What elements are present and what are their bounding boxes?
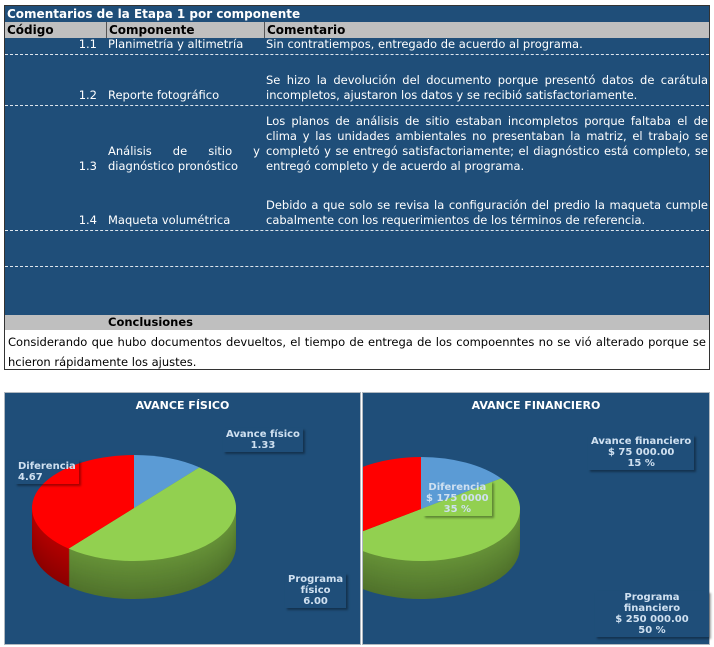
conclusions-text: Considerando que hubo documentos devuelt… xyxy=(5,330,709,369)
pie-slice-programa-financiero xyxy=(363,478,520,561)
pie-slice-programa-físico xyxy=(68,467,236,561)
label-diferencia: Diferencia $ 175 0000 35 % xyxy=(423,481,492,516)
table-row: 1.4 Maqueta volumétrica Debido a que sol… xyxy=(5,176,709,231)
chart-avance-financiero: AVANCE FINANCIERO Avance financiero $ 75 … xyxy=(362,392,710,645)
row-code: 1.4 xyxy=(78,213,97,227)
row-component: Maqueta volumétrica xyxy=(108,213,231,227)
label-programa-fisico: Programa físico 6.00 xyxy=(285,573,346,608)
label-programa-financiero: Programa financiero $ 250 000.00 50 % xyxy=(595,591,709,637)
row-comment: Se hizo la devolución del documento porq… xyxy=(266,73,708,102)
table-row: 1.1 Planimetría y altimetría Sin contrat… xyxy=(5,37,709,55)
chart-avance-fisico: AVANCE FÍSICO Avance físico 1.33 Diferenc… xyxy=(4,392,361,645)
conclusions-header: Conclusiones xyxy=(5,315,709,330)
row-comment: Debido a que solo se revisa la configura… xyxy=(266,198,708,227)
row-component: Reporte fotográfico xyxy=(108,88,220,102)
chart-title: AVANCE FÍSICO xyxy=(135,399,230,412)
row-component: Análisis de sitio y diagnóstico pronósti… xyxy=(108,144,260,173)
header-code: Código xyxy=(7,23,54,37)
empty-row xyxy=(5,231,709,267)
header-comment: Comentario xyxy=(264,22,707,38)
table-row: 1.3 Análisis de sitio y diagnóstico pron… xyxy=(5,106,709,176)
pie-chart xyxy=(363,457,520,599)
row-comment: Los planos de análisis de sitio estaban … xyxy=(266,114,708,173)
pie-slice-diferencia xyxy=(31,455,134,549)
row-component: Planimetría y altimetría xyxy=(108,37,244,51)
pie-chart xyxy=(31,455,236,599)
row-code: 1.1 xyxy=(78,37,97,51)
table-title: Comentarios de la Etapa 1 por componente xyxy=(7,7,301,21)
pie-slice-avance-físico xyxy=(134,455,200,508)
label-avance-financiero: Avance financiero $ 75 000.00 15 % xyxy=(588,435,694,470)
pie-slice-avance-financiero xyxy=(421,457,502,509)
chart-title: AVANCE FINANCIERO xyxy=(471,399,601,412)
header-component: Componente xyxy=(106,22,266,38)
components-comments-table: Comentarios de la Etapa 1 por componente… xyxy=(4,5,710,370)
table-row: 1.2 Reporte fotográfico Se hizo la devol… xyxy=(5,55,709,106)
table-header: Código Componente Comentario xyxy=(5,22,709,38)
row-code: 1.3 xyxy=(78,159,97,173)
pie-slice-diferencia xyxy=(363,457,421,532)
label-diferencia: Diferencia 4.67 xyxy=(15,460,79,484)
conclusions-header-text: Conclusiones xyxy=(108,315,193,329)
label-avance-fisico: Avance físico 1.33 xyxy=(223,428,303,452)
row-comment: Sin contratiempos, entregado de acuerdo … xyxy=(266,37,583,51)
row-code: 1.2 xyxy=(78,88,97,102)
